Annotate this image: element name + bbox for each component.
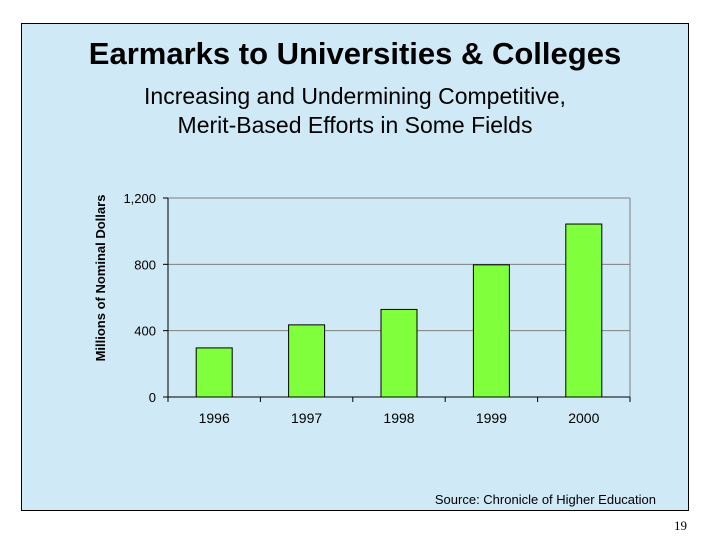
slide-title: Earmarks to Universities & Colleges (88, 36, 622, 71)
x-tick-label: 1996 (199, 410, 230, 426)
bar-2000 (565, 223, 603, 398)
y-tick-label: 0 (149, 390, 156, 405)
slide-subtitle: Increasing and Undermining Competitive, … (21, 82, 689, 140)
bar-1997 (288, 324, 326, 398)
page-number: 19 (674, 518, 687, 533)
x-tick-label: 2000 (568, 410, 599, 426)
y-tick-label: 1,200 (123, 191, 156, 206)
subtitle-line-1: Increasing and Undermining Competitive, (144, 83, 566, 109)
bar-1996 (195, 347, 233, 398)
y-tick-label: 400 (134, 324, 156, 339)
bar-1999 (472, 264, 510, 398)
x-tick-label: 1999 (476, 410, 507, 426)
x-tick-label: 1998 (383, 410, 414, 426)
y-axis-label: Millions of Nominal Dollars (93, 195, 108, 362)
source-note: Source: Chronicle of Higher Education (434, 492, 656, 507)
y-tick-label: 800 (134, 257, 156, 272)
subtitle-line-2: Merit-Based Efforts in Some Fields (177, 112, 533, 138)
bar-1998 (380, 308, 418, 398)
x-tick-label: 1997 (291, 410, 322, 426)
